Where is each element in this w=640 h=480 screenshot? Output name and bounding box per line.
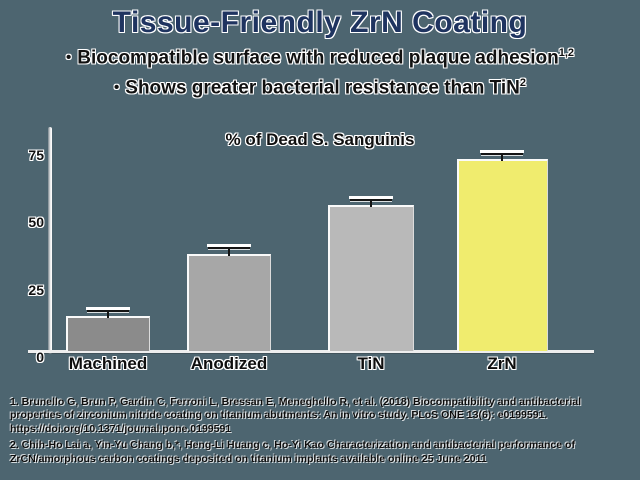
category-label-tin: TiN [357, 354, 385, 373]
bullet-item: • Biocompatible surface with reduced plaq… [0, 47, 640, 69]
chart-title: % of Dead S. Sanguinis [225, 130, 415, 149]
error-bar-cap [350, 199, 392, 201]
error-bar-stem [228, 249, 230, 256]
footnote-line: 2. Chih-Ho Lai a, Yin-Yu Chang b,*, Heng… [10, 439, 575, 452]
error-bar-cap [87, 310, 129, 312]
error-bar-cap-highlight [86, 307, 130, 310]
error-bar-cap [481, 153, 523, 155]
error-bar-stem [501, 155, 503, 161]
bullet-superscript: 1,2 [558, 47, 574, 59]
bullet-superscript: 2 [519, 77, 526, 89]
bar-zrn [456, 159, 548, 351]
footnote-line: https://doi.org/10.1371/journal.pone.019… [10, 422, 232, 435]
y-axis-line [48, 127, 52, 354]
footnote-line: 1. Brunello G, Brun P, Gardin C, Ferroni… [10, 396, 582, 408]
bullet-dot: • [114, 79, 120, 97]
bar-tin [328, 205, 414, 351]
bullet-text: Shows greater bacterial resistance than … [125, 77, 520, 99]
bar-machined [66, 316, 150, 351]
bullet-dot: • [66, 49, 72, 67]
category-label-zrn: ZrN [487, 354, 517, 373]
error-bar-cap-highlight [349, 196, 393, 199]
bullet-text: Biocompatible surface with reduced plaqu… [77, 47, 559, 69]
error-bar-cap-highlight [480, 150, 524, 153]
error-bar-cap-highlight [207, 244, 251, 247]
footnote-line: properties of zirconium nitride coating … [10, 409, 548, 422]
y-tick-label: 50 [28, 214, 44, 230]
error-bar-stem [370, 201, 372, 207]
y-tick-label: 0 [36, 349, 44, 365]
bar-anodized [187, 254, 271, 351]
error-bar-stem [107, 312, 109, 318]
x-axis-line [28, 350, 594, 353]
error-bar-cap [208, 247, 250, 249]
category-label-anodized: Anodized [190, 354, 268, 373]
slide-title: Tissue-Friendly ZrN Coating [112, 6, 528, 39]
footnote-line: ZrCN/amorphous carbon coatings deposited… [10, 452, 487, 465]
bullet-item: • Shows greater bacterial resistance than… [0, 77, 640, 99]
y-tick-label: 75 [28, 146, 44, 163]
category-label-machined: Machined [68, 354, 148, 373]
footnotes: 1. Brunello G, Brun P, Gardin C, Ferroni… [10, 396, 638, 466]
y-tick-label: 25 [28, 281, 44, 298]
